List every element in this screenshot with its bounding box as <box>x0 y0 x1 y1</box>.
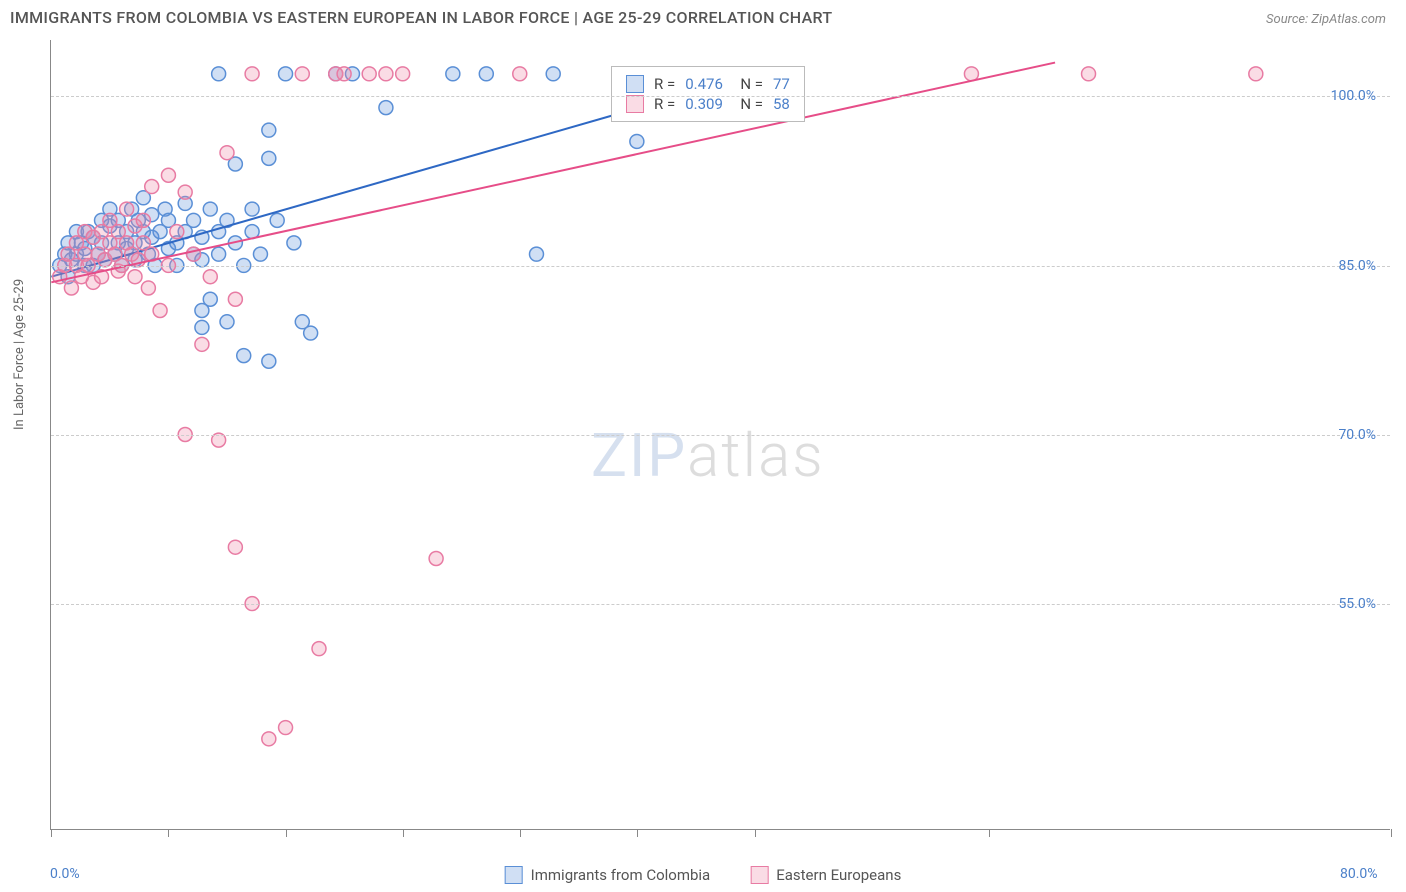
data-point <box>446 67 460 81</box>
x-tick <box>403 829 404 837</box>
legend-stat-row: R = 0.476 N = 77 <box>626 75 790 93</box>
data-point <box>245 202 259 216</box>
correlation-legend: R = 0.476 N = 77R = 0.309 N = 58 <box>611 66 805 122</box>
data-point <box>203 292 217 306</box>
data-point <box>195 320 209 334</box>
data-point <box>141 281 155 295</box>
n-value: 58 <box>773 95 790 113</box>
y-tick-label: 85.0% <box>1338 258 1376 274</box>
data-point <box>212 67 226 81</box>
n-label: N = <box>733 75 763 93</box>
r-value: 0.476 <box>685 75 723 93</box>
data-point <box>362 67 376 81</box>
gridline-h <box>51 435 1390 436</box>
legend-label: Immigrants from Colombia <box>531 866 711 884</box>
data-point <box>396 67 410 81</box>
data-point <box>220 146 234 160</box>
y-axis-label: In Labor Force | Age 25-29 <box>12 279 27 430</box>
data-point <box>964 67 978 81</box>
data-point <box>170 225 184 239</box>
data-point <box>245 67 259 81</box>
data-point <box>287 236 301 250</box>
gridline-h <box>51 266 1390 267</box>
data-point <box>161 168 175 182</box>
data-point <box>1082 67 1096 81</box>
x-tick <box>520 829 521 837</box>
x-tick <box>989 829 990 837</box>
data-point <box>529 247 543 261</box>
data-point <box>195 337 209 351</box>
legend-swatch <box>626 75 644 93</box>
series-legend: Immigrants from Colombia Eastern European… <box>505 866 902 884</box>
data-point <box>220 315 234 329</box>
source-label: Source: ZipAtlas.com <box>1266 12 1386 27</box>
legend-swatch <box>505 866 523 884</box>
data-point <box>228 292 242 306</box>
data-point <box>237 349 251 363</box>
data-point <box>279 721 293 735</box>
data-point <box>64 281 78 295</box>
data-point <box>253 247 267 261</box>
data-point <box>379 67 393 81</box>
n-label: N = <box>733 95 763 113</box>
x-tick-label: 0.0% <box>50 866 80 882</box>
data-point <box>1249 67 1263 81</box>
data-point <box>145 180 159 194</box>
legend-item: Eastern Europeans <box>750 866 901 884</box>
data-point <box>153 304 167 318</box>
data-point <box>120 202 134 216</box>
legend-stat-row: R = 0.309 N = 58 <box>626 95 790 113</box>
data-point <box>228 540 242 554</box>
data-point <box>128 270 142 284</box>
data-point <box>630 134 644 148</box>
y-tick-label: 100.0% <box>1331 88 1376 104</box>
data-point <box>546 67 560 81</box>
x-tick <box>286 829 287 837</box>
y-tick-label: 55.0% <box>1338 596 1376 612</box>
data-point <box>479 67 493 81</box>
chart-title: IMMIGRANTS FROM COLOMBIA VS EASTERN EURO… <box>10 8 832 27</box>
data-point <box>379 101 393 115</box>
data-point <box>513 67 527 81</box>
x-tick <box>51 829 52 837</box>
r-value: 0.309 <box>685 95 723 113</box>
data-point <box>262 123 276 137</box>
data-point <box>295 67 309 81</box>
data-point <box>270 213 284 227</box>
data-point <box>279 67 293 81</box>
r-label: R = <box>654 95 675 113</box>
y-tick-label: 70.0% <box>1338 427 1376 443</box>
data-point <box>262 732 276 746</box>
data-point <box>136 213 150 227</box>
legend-swatch <box>626 95 644 113</box>
data-point <box>262 354 276 368</box>
data-point <box>337 67 351 81</box>
n-value: 77 <box>773 75 790 93</box>
legend-item: Immigrants from Colombia <box>505 866 711 884</box>
data-point <box>429 551 443 565</box>
data-point <box>178 185 192 199</box>
x-tick <box>755 829 756 837</box>
data-point <box>212 247 226 261</box>
x-tick <box>168 829 169 837</box>
data-point <box>203 202 217 216</box>
data-point <box>262 151 276 165</box>
x-tick <box>1391 829 1392 837</box>
x-tick-label: 80.0% <box>1340 866 1378 882</box>
scatter-chart: ZIPatlas R = 0.476 N = 77R = 0.309 N = 5… <box>50 40 1390 830</box>
gridline-h <box>51 96 1390 97</box>
legend-swatch <box>750 866 768 884</box>
r-label: R = <box>654 75 675 93</box>
legend-label: Eastern Europeans <box>776 866 901 884</box>
data-point <box>187 213 201 227</box>
gridline-h <box>51 604 1390 605</box>
x-tick <box>637 829 638 837</box>
data-point <box>304 326 318 340</box>
data-point <box>312 642 326 656</box>
data-point <box>203 270 217 284</box>
